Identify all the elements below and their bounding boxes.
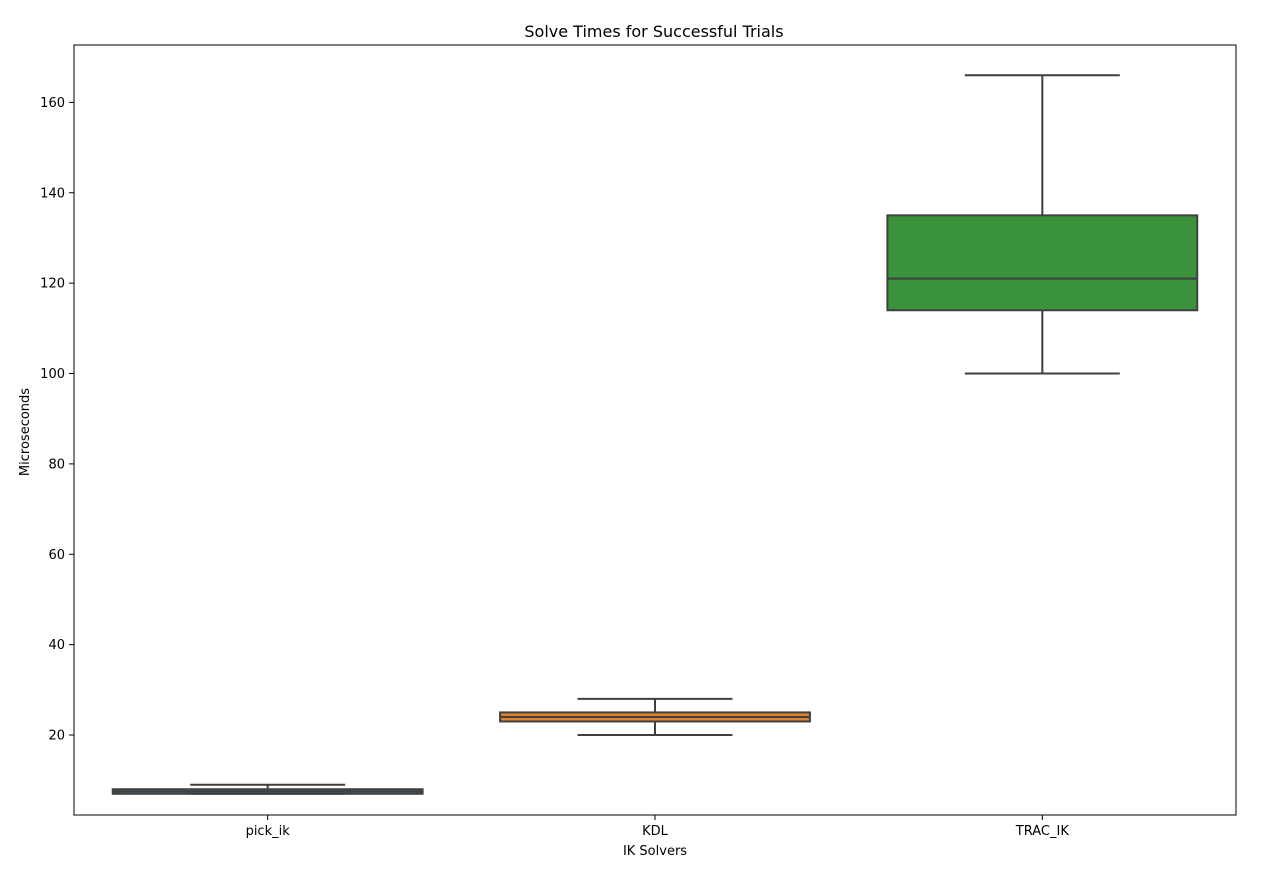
y-tick-label: 120 (40, 277, 65, 292)
y-tick-label: 140 (40, 186, 65, 201)
interquartile-box (886, 214, 1199, 312)
y-axis-title: Microseconds (18, 388, 33, 476)
y-tick-label: 60 (48, 548, 65, 563)
chart-title: Solve Times for Successful Trials (524, 22, 783, 41)
y-tick-label: 80 (48, 457, 65, 472)
boxes-layer (111, 74, 1199, 795)
x-tick-label: KDL (642, 824, 669, 839)
x-axis-title: IK Solvers (623, 844, 687, 859)
y-tick-label: 100 (40, 367, 65, 382)
y-tick-label: 160 (40, 96, 65, 111)
box-trac-ik (886, 74, 1199, 375)
x-tick-label: pick_ik (246, 824, 291, 839)
axis-ticks: 20 40 60 80 100 120 140 160 pick_ik KDL TRAC_IK (40, 96, 1069, 839)
x-tick-label: TRAC_IK (1015, 824, 1070, 839)
box-kdl (499, 697, 811, 737)
y-tick-label: 40 (48, 638, 65, 653)
plot-frame (73, 44, 1237, 816)
box-pick-ik (111, 783, 424, 795)
y-tick-label: 20 (48, 729, 65, 744)
